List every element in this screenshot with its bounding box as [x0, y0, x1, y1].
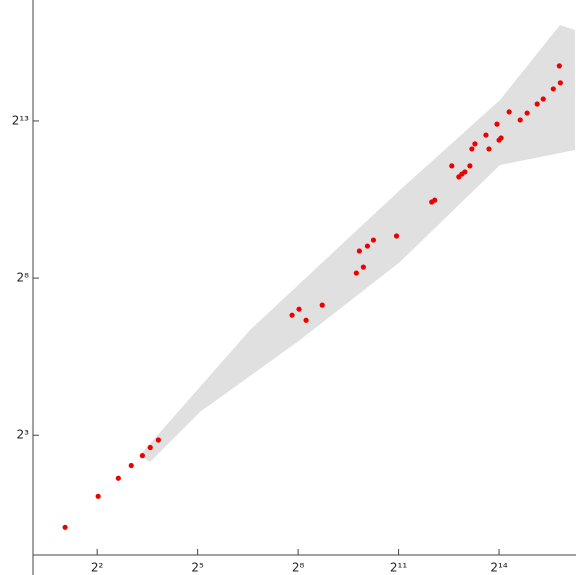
point	[356, 248, 362, 254]
point	[472, 141, 478, 147]
y-tick-label: 2⁸	[17, 271, 30, 285]
point	[540, 96, 546, 102]
point	[432, 197, 438, 203]
point	[289, 312, 295, 318]
x-tick-label: 2²	[91, 561, 104, 575]
point	[469, 146, 475, 152]
point	[393, 233, 400, 239]
point	[303, 317, 309, 323]
point	[534, 101, 540, 107]
point	[95, 493, 101, 499]
point	[506, 109, 512, 115]
y-tick-label: 2³	[17, 428, 30, 442]
point	[139, 453, 145, 459]
x-tick-label: 2¹¹	[390, 561, 407, 575]
point	[486, 146, 492, 152]
point	[524, 110, 530, 116]
point	[62, 524, 68, 530]
point	[556, 63, 562, 69]
x-tick-label: 2⁵	[191, 561, 204, 575]
x-tick-label: 2¹⁴	[490, 561, 507, 575]
point	[155, 437, 161, 443]
point	[360, 264, 366, 270]
point	[319, 302, 325, 308]
point	[296, 306, 302, 312]
point	[115, 475, 121, 481]
point	[449, 163, 455, 169]
point	[483, 132, 489, 138]
point	[467, 163, 473, 169]
x-tick-label: 2⁸	[292, 561, 305, 575]
y-tick-label: 2¹³	[12, 113, 29, 127]
point	[462, 169, 468, 175]
point	[147, 444, 153, 451]
point	[498, 135, 504, 141]
point	[494, 121, 500, 127]
point	[128, 462, 134, 469]
point	[550, 86, 556, 92]
point-cloud	[140, 25, 575, 462]
point	[353, 270, 359, 276]
point	[364, 243, 371, 249]
point	[370, 237, 377, 243]
point	[517, 117, 523, 123]
point	[557, 80, 563, 86]
